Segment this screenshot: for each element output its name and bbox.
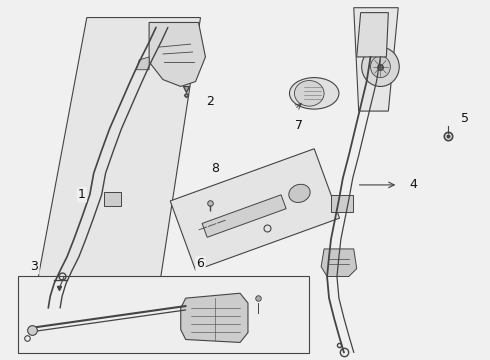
Polygon shape: [32, 18, 200, 308]
Text: 7: 7: [295, 120, 303, 132]
Polygon shape: [354, 8, 398, 111]
Polygon shape: [170, 149, 340, 270]
Text: 8: 8: [211, 162, 220, 175]
Ellipse shape: [290, 78, 339, 109]
Bar: [18, 276, 309, 353]
Polygon shape: [321, 249, 357, 276]
Polygon shape: [136, 57, 149, 70]
Polygon shape: [181, 293, 248, 342]
Text: 2: 2: [206, 95, 214, 108]
Polygon shape: [357, 13, 389, 57]
Text: 1: 1: [78, 188, 86, 201]
Ellipse shape: [370, 56, 391, 78]
Text: 6: 6: [196, 257, 204, 270]
Text: 4: 4: [409, 179, 417, 192]
Text: 3: 3: [30, 260, 38, 273]
Ellipse shape: [289, 184, 310, 202]
Ellipse shape: [294, 81, 324, 106]
Ellipse shape: [362, 47, 399, 86]
Bar: [331, 195, 353, 212]
Bar: [103, 192, 122, 206]
Polygon shape: [202, 195, 286, 237]
Polygon shape: [149, 22, 205, 86]
Text: 5: 5: [462, 112, 469, 125]
